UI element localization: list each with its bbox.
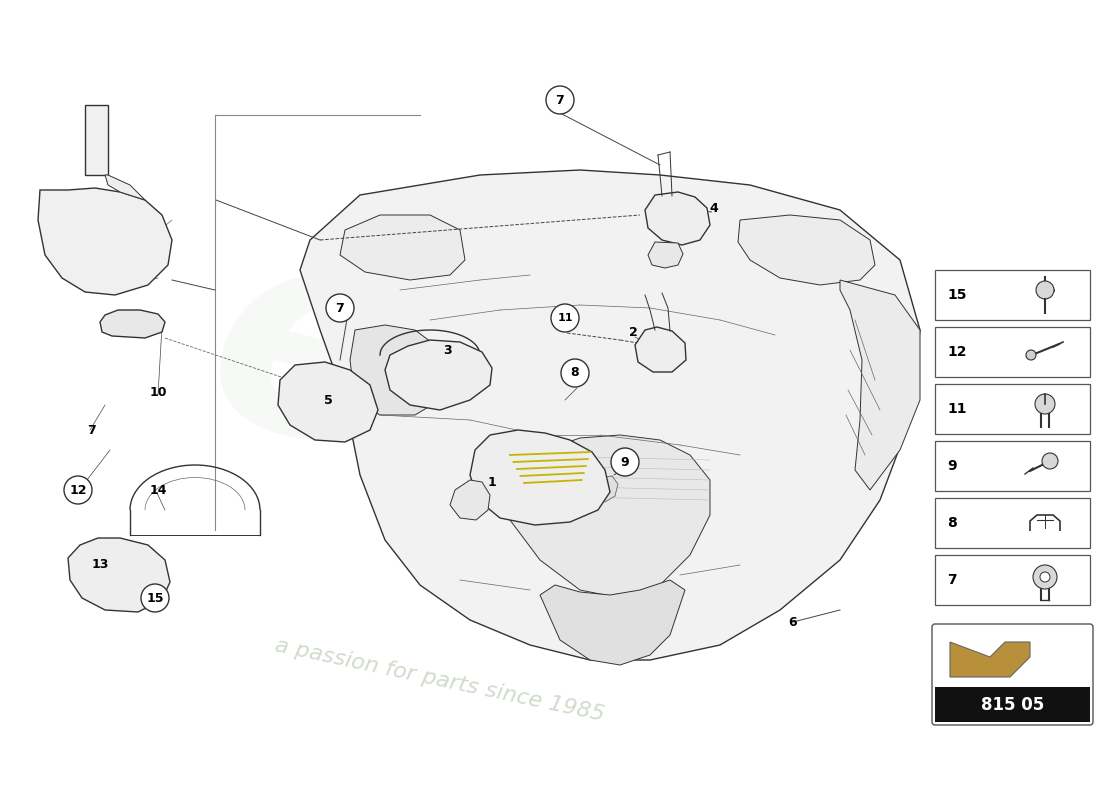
Text: 7: 7 [556,94,564,106]
FancyBboxPatch shape [935,384,1090,434]
Text: elr: elr [180,196,680,584]
Polygon shape [39,188,172,295]
FancyBboxPatch shape [935,687,1090,722]
Circle shape [1033,565,1057,589]
Text: 13: 13 [91,558,109,571]
Circle shape [561,359,588,387]
Polygon shape [470,430,610,525]
Text: 11: 11 [558,313,573,323]
FancyBboxPatch shape [935,555,1090,605]
Circle shape [1042,453,1058,469]
Polygon shape [85,105,108,175]
Text: 12: 12 [947,345,967,359]
Text: 2: 2 [628,326,637,338]
Text: 4: 4 [710,202,718,214]
Polygon shape [300,170,920,660]
FancyBboxPatch shape [935,327,1090,377]
Polygon shape [278,362,378,442]
Text: 6: 6 [789,615,797,629]
Polygon shape [385,340,492,410]
Polygon shape [738,215,874,285]
Polygon shape [68,538,170,612]
Polygon shape [104,175,145,200]
Polygon shape [645,192,710,245]
FancyBboxPatch shape [935,498,1090,548]
Circle shape [326,294,354,322]
Circle shape [1040,572,1050,582]
Text: 15: 15 [146,591,164,605]
Text: 11: 11 [947,402,967,416]
Circle shape [551,304,579,332]
FancyBboxPatch shape [935,441,1090,491]
Polygon shape [540,580,685,665]
Text: 9: 9 [947,459,957,473]
Circle shape [1026,350,1036,360]
FancyBboxPatch shape [935,270,1090,320]
Circle shape [141,584,169,612]
Text: 14: 14 [150,483,167,497]
Circle shape [1036,281,1054,299]
FancyBboxPatch shape [932,624,1093,725]
Polygon shape [950,642,1030,677]
Text: 10: 10 [150,386,167,398]
Circle shape [546,86,574,114]
Text: 12: 12 [69,483,87,497]
Polygon shape [100,310,165,338]
Text: 9: 9 [620,455,629,469]
Text: 7: 7 [336,302,344,314]
Circle shape [610,448,639,476]
Polygon shape [340,215,465,280]
Polygon shape [592,476,618,502]
Circle shape [64,476,92,504]
Text: 3: 3 [442,343,451,357]
Text: 15: 15 [947,288,967,302]
Text: a passion for parts since 1985: a passion for parts since 1985 [274,635,606,725]
Text: 5: 5 [323,394,332,406]
Text: 8: 8 [947,516,957,530]
Polygon shape [450,480,490,520]
Text: 8: 8 [571,366,580,379]
Text: 815 05: 815 05 [981,696,1044,714]
Polygon shape [648,242,683,268]
Circle shape [1035,394,1055,414]
Polygon shape [490,435,710,598]
Text: 7: 7 [88,423,97,437]
Polygon shape [840,280,920,490]
Polygon shape [350,325,446,415]
Polygon shape [635,327,686,372]
Text: 7: 7 [947,573,957,587]
Text: 1: 1 [487,475,496,489]
